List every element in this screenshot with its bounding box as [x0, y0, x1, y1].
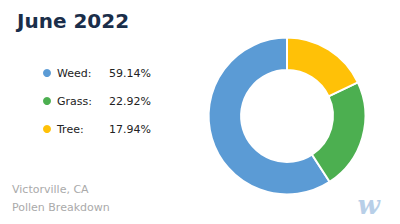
svg-text:w: w [358, 190, 382, 220]
svg-text:Grass:: Grass: [57, 95, 92, 108]
svg-text:Tree:: Tree: [56, 123, 84, 136]
svg-text:17.94%: 17.94% [109, 123, 151, 136]
svg-text:June 2022: June 2022 [15, 9, 129, 33]
svg-text:59.14%: 59.14% [109, 67, 151, 80]
svg-text:Pollen Breakdown: Pollen Breakdown [12, 201, 110, 214]
svg-text:Victorville, CA: Victorville, CA [12, 183, 89, 196]
svg-text:Weed:: Weed: [57, 67, 91, 80]
svg-text:22.92%: 22.92% [109, 95, 151, 108]
